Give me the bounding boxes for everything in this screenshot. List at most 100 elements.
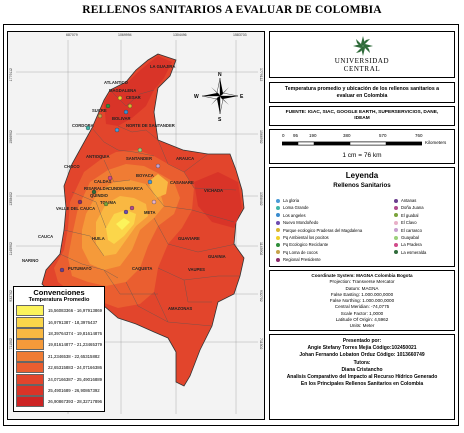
convenciones-row: 25,4901689 - 26,90867392 [14, 384, 104, 396]
legend-item-label: Pq Loma de cocos [283, 249, 318, 255]
label-vaupes: VAUPES [188, 267, 205, 272]
label-narino: NARINO [22, 258, 39, 263]
label-atlantico: ATLANTICO [104, 80, 129, 85]
coordinate-line: Central Meridian: -74,0775 [334, 304, 390, 310]
temp-zone-coast [104, 56, 172, 126]
landfill-marker-icon [394, 205, 398, 210]
logo-panel: UNIVERSIDAD CENTRAL [269, 31, 455, 78]
marker-praderas-magdalena [127, 103, 133, 109]
legend-item-label: Loma Grande [283, 205, 309, 211]
credit-line: Diana Cristancho [341, 366, 383, 373]
compass-n: N [218, 72, 222, 78]
temp-zone-coldest [116, 218, 130, 230]
temperature-range-label: 16,9791387 - 18,3976437 [48, 319, 98, 325]
legend-item: Pq Ambiental los pocitos [276, 235, 329, 240]
coordinate-line: Datum: MAGNA [345, 285, 379, 291]
landfill-marker-icon [394, 242, 398, 247]
convenciones-subtitle: Temperatura Promedio [28, 297, 90, 303]
legend-item: Nuevo Mondoñedo [276, 220, 318, 225]
legend-item-label: Regional Presidente [283, 257, 321, 263]
convenciones-title: Convenciones [33, 288, 85, 297]
legend-item-label: El carrasco [401, 227, 422, 233]
coordinate-line: False Northing: 1.000.000,0000 [329, 298, 395, 304]
landfill-marker-icon [394, 228, 398, 233]
convenciones-box: Convenciones Temperatura Promedio 15,560… [13, 286, 105, 412]
compass-e: E [240, 94, 244, 100]
landfill-marker-icon [394, 198, 398, 203]
marker-la-esmeralda [91, 189, 97, 195]
grid-tick-top: 1304496 [173, 33, 187, 37]
marker-el-carrasco [155, 163, 161, 169]
credits-panel: Presentado por: Angie Stefany Torres Meji… [269, 334, 455, 420]
convenciones-row: 16,9791387 - 18,3976437 [14, 316, 104, 328]
landfill-marker-icon [276, 257, 280, 262]
convenciones-row: 21,2346538 - 22,65315882 [14, 350, 104, 362]
grid-tick-top: 1069994 [118, 33, 132, 37]
temperature-swatch [16, 316, 44, 328]
department-borders [59, 89, 240, 327]
map-title: RELLENOS SANITARIOS A EVALUAR DE COLOMBI… [82, 4, 382, 16]
caption-panel: Temperatura promedio y ubicación de los … [269, 82, 455, 103]
label-guainia: GUAINIA [208, 254, 226, 259]
coordinate-line: False Easting: 1.000.000,0000 [330, 291, 394, 297]
marker-loma-grande [85, 125, 91, 131]
legend-item: Antanas [394, 198, 416, 203]
legend-item: Pq Loma de cocos [276, 250, 318, 255]
scale-ratio: 1 cm = 76 km [342, 152, 382, 159]
label-norte-santander: NORTE DE SANTANDER [126, 123, 175, 128]
label-magdalena: MAGDALENA [109, 88, 136, 93]
landfill-marker-icon [276, 220, 280, 225]
legend-item: La esmeralda [394, 250, 426, 255]
fuente-text: FUENTE: IGAC, SIAC, GOOGLE EARTH, SUPERS… [285, 109, 439, 122]
label-vichada: VICHADA [204, 188, 223, 193]
landfill-markers [59, 95, 161, 273]
temperature-range-label: 26,90867393 - 28,32717896 [48, 399, 103, 405]
coordinate-line: Scale Factor: 1,0000 [340, 310, 384, 316]
legend-item: Pq Ecologico Reciclante [276, 242, 328, 247]
marker-el-clavo [151, 199, 157, 205]
label-meta: META [144, 210, 156, 215]
map-panel: 687079 1069994 1304496 1583703 1779112 1… [7, 31, 265, 420]
convenciones-row: 22,65315883 - 24,07166386 [14, 362, 104, 374]
grid-tick-right: 932702 [259, 290, 263, 302]
label-cauca: CAUCA [38, 234, 53, 239]
marker-regional-presidente [77, 199, 83, 205]
temperature-range-label: 22,65315883 - 24,07166386 [48, 365, 103, 371]
scale-tick: 760 [415, 133, 423, 138]
legend-item-label: La Pradera [401, 242, 422, 248]
marker-la-pradera [107, 175, 113, 181]
label-valle: VALLE DEL CAUCA [56, 206, 95, 211]
legend-item-label: Doña Juana [401, 205, 424, 211]
landfill-marker-icon [394, 220, 398, 225]
label-putumayo: PUTUMAYO [68, 266, 92, 271]
temperature-swatch [16, 384, 44, 396]
landfill-marker-icon [394, 250, 398, 255]
landfill-marker-icon [394, 235, 398, 240]
convenciones-row: 19,81614877 - 21,23465379 [14, 339, 104, 351]
legend-item: La Pradera [394, 242, 422, 247]
label-casanare: CASANARE [170, 180, 194, 185]
university-line1: UNIVERSIDAD [334, 57, 390, 65]
convenciones-row: 15,56083366 - 16,97913869 [14, 305, 104, 317]
legend-item: Los angeles [276, 213, 306, 218]
label-guaviare: GUAVIARE [178, 236, 200, 241]
outer-frame [3, 24, 459, 426]
marker-ecologico-reciclante [105, 103, 111, 109]
marker-loma-de-cocos [97, 113, 103, 119]
label-la-guajira: LA GUAJIRA [150, 64, 175, 69]
coordinate-line: Coordinate System: MAGNA Colombia Bogota [311, 273, 413, 278]
landfill-marker-icon [276, 205, 280, 210]
convenciones-row: 18,39764374 - 19,81614876 [14, 327, 104, 339]
compass-w: W [194, 94, 199, 100]
convenciones-row: 26,90867393 - 28,32717896 [14, 396, 104, 408]
grid-tick-right: 1566902 [259, 130, 263, 144]
marker-antanas [59, 267, 65, 273]
university-crest-icon [353, 36, 373, 56]
temperature-range-label: 15,56083366 - 16,97913869 [48, 308, 103, 314]
label-arauca: ARAUCA [176, 156, 194, 161]
temperature-range-label: 24,07166387 - 25,49016889 [48, 376, 103, 382]
scale-tick: 0 [282, 133, 285, 138]
coordinate-panel: Coordinate System: MAGNA Colombia Bogota… [269, 270, 455, 331]
temperature-swatch [16, 373, 44, 385]
temperature-swatch [16, 305, 44, 317]
